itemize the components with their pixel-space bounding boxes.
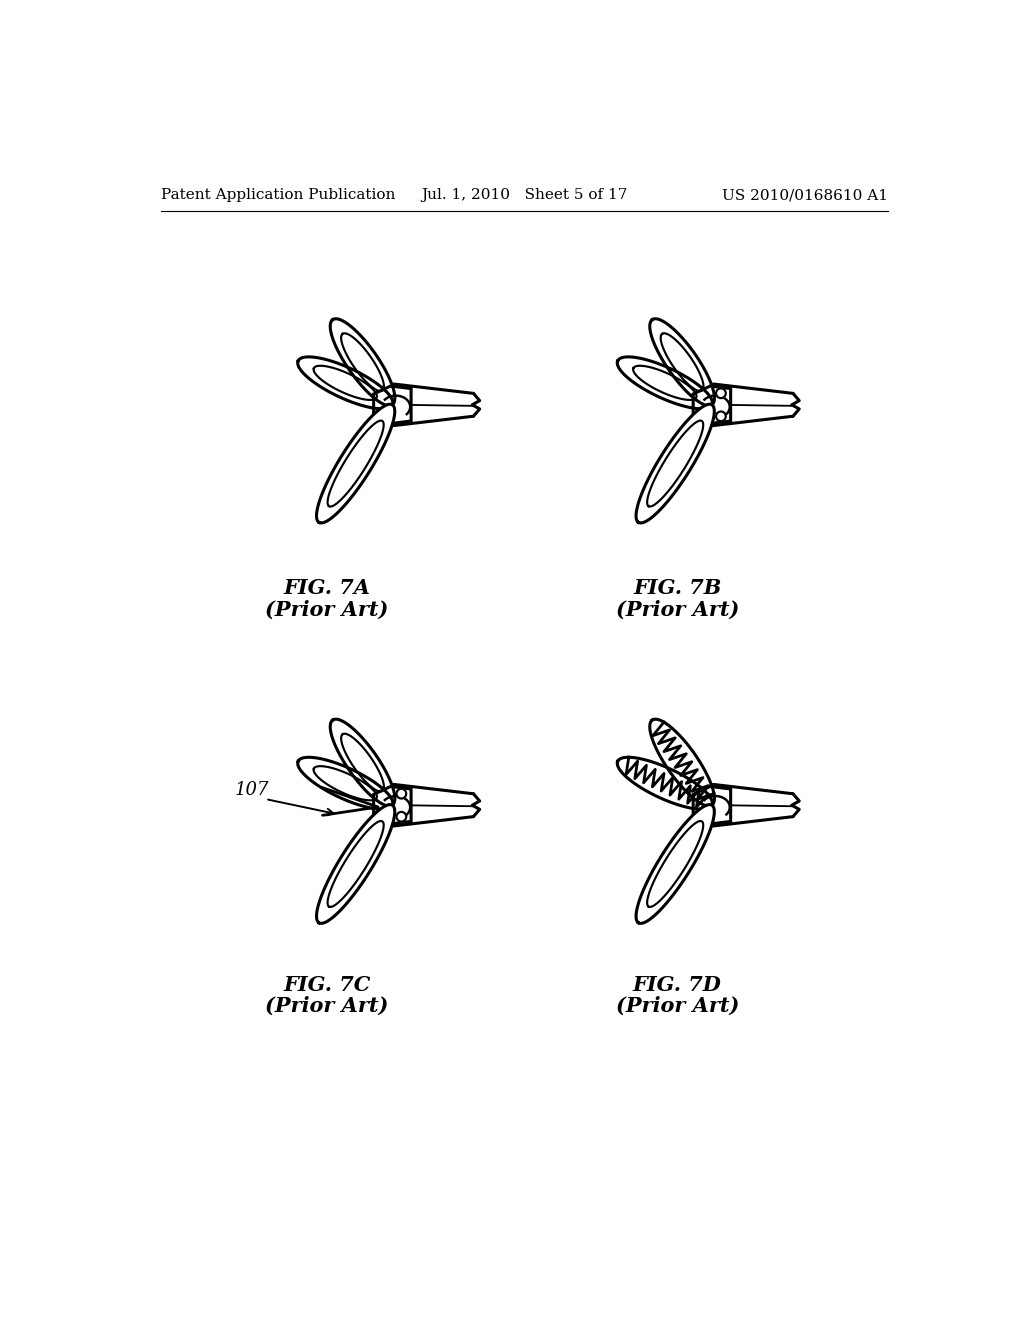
- Circle shape: [396, 812, 407, 821]
- Text: (Prior Art): (Prior Art): [615, 599, 739, 619]
- Text: FIG. 7D: FIG. 7D: [633, 974, 722, 994]
- Polygon shape: [330, 719, 395, 807]
- Polygon shape: [617, 356, 713, 409]
- Text: 107: 107: [234, 781, 269, 799]
- Polygon shape: [650, 719, 715, 807]
- Polygon shape: [693, 385, 731, 424]
- Circle shape: [716, 388, 726, 399]
- Polygon shape: [374, 787, 411, 824]
- Polygon shape: [617, 758, 713, 809]
- Text: US 2010/0168610 A1: US 2010/0168610 A1: [722, 189, 888, 202]
- Polygon shape: [298, 758, 393, 809]
- Polygon shape: [636, 404, 715, 523]
- Text: (Prior Art): (Prior Art): [265, 997, 388, 1016]
- Text: (Prior Art): (Prior Art): [615, 997, 739, 1016]
- Text: FIG. 7A: FIG. 7A: [284, 578, 371, 598]
- Polygon shape: [636, 805, 715, 923]
- Text: Jul. 1, 2010   Sheet 5 of 17: Jul. 1, 2010 Sheet 5 of 17: [422, 189, 628, 202]
- Polygon shape: [298, 356, 393, 409]
- Text: Patent Application Publication: Patent Application Publication: [162, 189, 395, 202]
- Polygon shape: [316, 404, 395, 523]
- Polygon shape: [316, 805, 395, 923]
- Text: (Prior Art): (Prior Art): [265, 599, 388, 619]
- Text: FIG. 7C: FIG. 7C: [284, 974, 371, 994]
- Polygon shape: [330, 318, 395, 405]
- Polygon shape: [650, 318, 715, 405]
- Circle shape: [716, 412, 726, 421]
- Polygon shape: [693, 787, 731, 824]
- Text: FIG. 7B: FIG. 7B: [633, 578, 722, 598]
- Polygon shape: [374, 385, 411, 424]
- Circle shape: [396, 789, 407, 799]
